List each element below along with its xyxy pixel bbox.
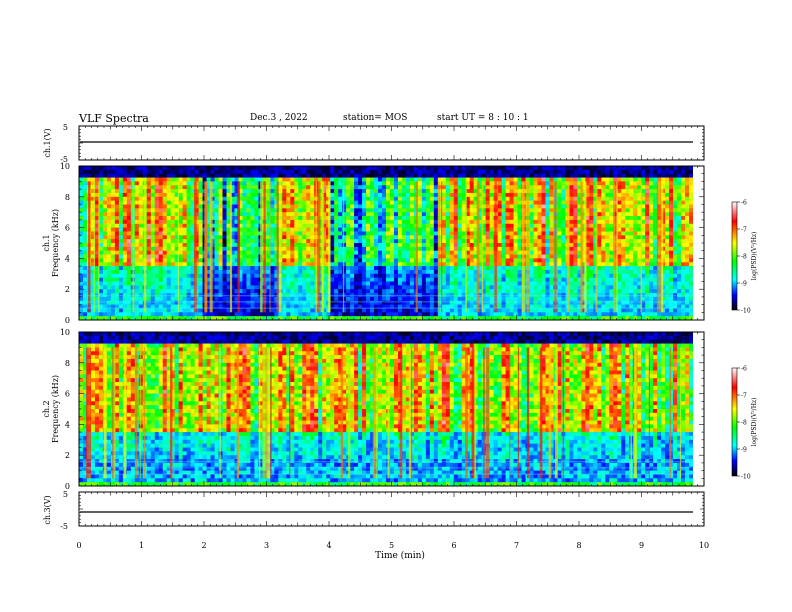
x-tick-label: 3 [264, 541, 269, 550]
spectrogram-ytick-label: 2 [65, 285, 70, 294]
ch1-waveform-frame [78, 125, 705, 161]
ch1-frequency-label: Frequency (kHz) [51, 209, 60, 277]
ch1-colorbar: -6 -7 -8 -9 -10 log(PSD)(V²/Hz) [731, 200, 758, 315]
ch3-waveform-ylabel: ch.3(V) [43, 495, 52, 524]
spectrogram-ytick-label: 10 [60, 162, 70, 171]
colorbar-tick-label: -8 [741, 420, 747, 427]
x-axis-label: Time (min) [375, 550, 425, 561]
x-tick-label: 9 [639, 541, 644, 550]
x-tick-label: 1 [139, 541, 144, 550]
spectrogram-ytick-label: 6 [65, 390, 70, 399]
x-tick-label: 0 [76, 541, 81, 550]
ch2-spectrogram [79, 332, 693, 486]
ch1-channel-label: ch.1 [42, 234, 51, 251]
axis-ticks [78, 125, 705, 527]
ch3-ytick-bottom: -5 [60, 522, 68, 531]
colorbar-tick-label: -10 [741, 308, 751, 315]
colorbar-tick-label: -6 [741, 366, 747, 373]
spectrogram-ytick-label: 0 [65, 482, 70, 491]
spectrogram-ytick-label: 10 [60, 328, 70, 337]
ch1-waveform-ylabel: ch.1(V) [43, 128, 52, 157]
spectrogram-ytick-label: 8 [65, 359, 70, 368]
ch1-colorbar-label: log(PSD)(V²/Hz) [751, 232, 758, 281]
ch2-spectrogram-yticks: 0 2 4 6 8 10 [60, 328, 70, 491]
ch2-frequency-label: Frequency (kHz) [51, 375, 60, 443]
x-tick-label: 6 [451, 541, 456, 550]
x-tick-label: 7 [514, 541, 519, 550]
x-tick-label: 5 [389, 541, 394, 550]
chart-title: VLF Spectra [79, 112, 149, 125]
x-tick-label: 8 [576, 541, 581, 550]
x-tick-label: 2 [201, 541, 206, 550]
ch1-spectrogram-yticks: 0 2 4 6 8 10 [60, 162, 70, 325]
ch1-ytick-bottom: -5 [60, 155, 68, 164]
spectrogram-ytick-label: 4 [65, 420, 70, 429]
spectrogram-ytick-label: 8 [65, 193, 70, 202]
chart-start-ut: start UT = 8 : 10 : 1 [437, 113, 529, 123]
chart-station: station= MOS [343, 113, 408, 123]
colorbar-tick-label: -9 [741, 281, 747, 288]
ch1-ytick-top: 5 [63, 123, 68, 132]
spectrogram-ytick-label: 6 [65, 224, 70, 233]
colorbar-tick-label: -6 [741, 200, 747, 207]
colorbar-tick-label: -7 [741, 393, 747, 400]
ch2-colorbar: -6 -7 -8 -9 -10 log(PSD)(V²/Hz) [731, 366, 758, 481]
colorbar-tick-label: -8 [741, 254, 747, 261]
x-tick-label: 10 [699, 541, 709, 550]
colorbar-tick-label: -9 [741, 447, 747, 454]
spectrogram-ytick-label: 2 [65, 451, 70, 460]
spectrogram-ytick-label: 4 [65, 254, 70, 263]
ch2-channel-label: ch.2 [42, 400, 51, 417]
ch1-spectrogram [79, 166, 693, 320]
chart-date: Dec.3 , 2022 [250, 113, 308, 123]
x-tick-label: 4 [326, 541, 331, 550]
colorbar-tick-label: -7 [741, 227, 747, 234]
colorbar-tick-label: -10 [741, 474, 751, 481]
ch2-colorbar-label: log(PSD)(V²/Hz) [751, 398, 758, 447]
ch3-waveform-frame [78, 491, 705, 527]
spectrogram-ytick-label: 0 [65, 316, 70, 325]
ch3-ytick-top: 5 [63, 490, 68, 499]
x-tick-labels: 0 1 2 3 4 5 6 7 8 9 10 [76, 541, 709, 550]
